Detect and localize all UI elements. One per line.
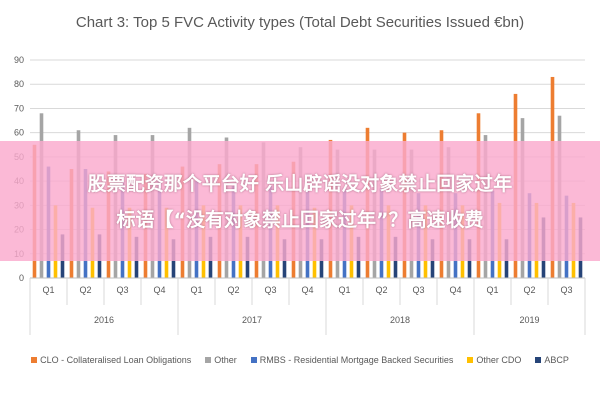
y-tick-label: 70 <box>14 103 24 113</box>
overlay-line-1: 股票配资那个平台好 乐山辟谣没对象禁止回家过年 <box>87 173 513 195</box>
x-tick-label: Q3 <box>560 285 572 295</box>
x-tick-label: Q2 <box>227 285 239 295</box>
x-tick-label: Q1 <box>42 285 54 295</box>
legend-item: ABCP <box>535 355 569 365</box>
legend-label: Other CDO <box>476 355 522 365</box>
year-label: 2017 <box>242 315 262 325</box>
y-tick-label: 90 <box>14 55 24 65</box>
legend-item: Other CDO <box>467 355 521 365</box>
legend-swatch <box>205 357 212 363</box>
overlay-line-2: 标语【“没有对象禁止回家过年”？高速收费 <box>116 209 484 231</box>
legend-item: RMBS - Residential Mortgage Backed Secur… <box>250 355 454 365</box>
legend-label: RMBS - Residential Mortgage Backed Secur… <box>259 355 454 365</box>
x-tick-label: Q1 <box>190 285 202 295</box>
x-tick-label: Q2 <box>79 285 91 295</box>
chart-title: Chart 3: Top 5 FVC Activity types (Total… <box>75 14 525 31</box>
x-tick-label: Q4 <box>153 285 165 295</box>
year-label: 2016 <box>94 315 114 325</box>
legend-swatch <box>31 357 38 363</box>
x-tick-label: Q3 <box>116 285 128 295</box>
legend-swatch <box>535 357 542 363</box>
year-label: 2019 <box>519 315 539 325</box>
legend-swatch <box>467 357 474 363</box>
x-tick-label: Q4 <box>301 285 313 295</box>
x-tick-label: Q4 <box>449 285 461 295</box>
x-tick-label: Q3 <box>412 285 424 295</box>
x-tick-label: Q2 <box>523 285 535 295</box>
x-tick-label: Q1 <box>486 285 498 295</box>
legend-swatch <box>250 357 257 363</box>
overlay-banner: 股票配资那个平台好 乐山辟谣没对象禁止回家过年 标语【“没有对象禁止回家过年”？… <box>0 141 600 261</box>
y-tick-label: 80 <box>14 79 24 89</box>
y-tick-label: 60 <box>14 128 24 138</box>
x-tick-label: Q2 <box>375 285 387 295</box>
year-label: 2018 <box>390 315 410 325</box>
legend-label: CLO - Collateralised Loan Obligations <box>40 355 192 365</box>
legend-label: Other <box>214 355 237 365</box>
legend-item: Other <box>205 355 237 365</box>
x-tick-label: Q1 <box>338 285 350 295</box>
legend-item: CLO - Collateralised Loan Obligations <box>31 355 191 365</box>
x-tick-label: Q3 <box>264 285 276 295</box>
y-tick-label: 0 <box>19 273 24 283</box>
legend-label: ABCP <box>544 355 569 365</box>
chart-legend: CLO - Collateralised Loan Obligations Oth… <box>0 352 600 368</box>
